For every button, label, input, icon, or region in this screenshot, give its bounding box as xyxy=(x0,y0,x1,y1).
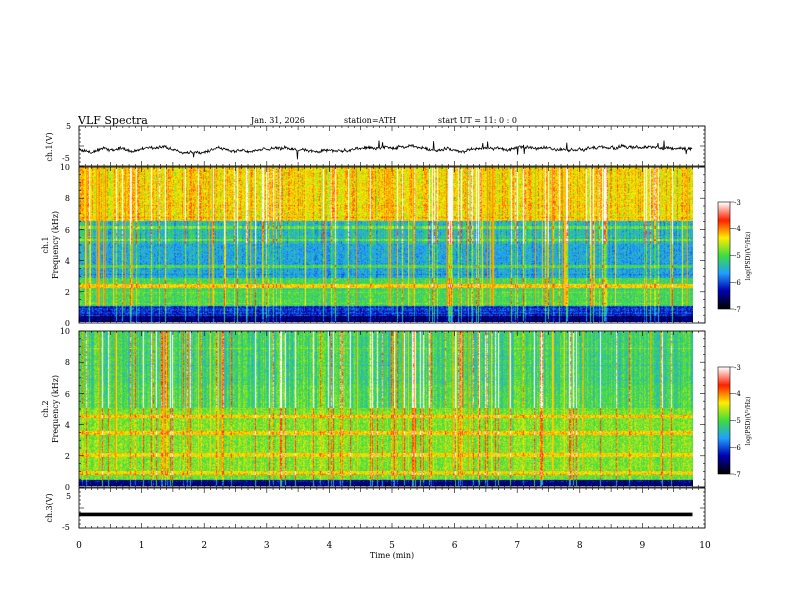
cbar1-label: log(PSD)(V²/Hz) xyxy=(745,232,752,281)
x-tick-label: 5 xyxy=(389,541,395,551)
figure-date: Jan. 31, 2026 xyxy=(250,116,305,125)
cbar2-tick-label: -7 xyxy=(734,471,741,479)
ch1-colorbar-image xyxy=(718,202,730,309)
figure-station: station=ATH xyxy=(344,116,396,125)
x-tick-label: 6 xyxy=(452,541,458,551)
spec2-ytick-label: 0 xyxy=(65,483,70,492)
cbar2-tick-label: -4 xyxy=(734,390,741,398)
x-tick-label: 2 xyxy=(201,541,207,551)
x-tick-label: 10 xyxy=(699,541,711,551)
x-tick-labels: 0 1 2 3 4 5 6 7 8 9 10 xyxy=(76,541,711,551)
spec2-ytick-label: 4 xyxy=(65,421,70,430)
x-axis-label: Time (min) xyxy=(370,551,414,560)
ch3-waveform-frame xyxy=(78,487,706,529)
spec1-ylabel: Frequency (kHz) xyxy=(51,211,60,279)
ch3-ytick-label: 5 xyxy=(66,492,71,501)
spec1-ytick-label: 6 xyxy=(65,226,70,235)
cbar2-label: log(PSD)(V²/Hz) xyxy=(745,397,752,446)
ch3-ytick-label: -5 xyxy=(62,523,70,532)
x-tick-label: 9 xyxy=(640,541,646,551)
x-tick-label: 3 xyxy=(264,541,270,551)
figure-title: VLF Spectra xyxy=(77,114,148,127)
x-tick-label: 7 xyxy=(514,541,520,551)
spec1-ytick-label: 4 xyxy=(65,257,70,266)
spec2-ytick-label: 6 xyxy=(65,390,70,399)
cbar1-tick-label: -6 xyxy=(734,279,741,287)
x-tick-label: 4 xyxy=(327,541,333,551)
spec2-ylabel: Frequency (kHz) xyxy=(51,375,60,443)
cbar2-tick-label: -6 xyxy=(734,444,741,452)
cbar1-tick-label: -7 xyxy=(734,306,741,314)
ch1-waveform-ylabel: ch.1(V) xyxy=(45,132,54,161)
ch1-waveform-trace xyxy=(78,140,693,160)
spec2-ytick-label: 8 xyxy=(65,358,70,367)
spec1-ytick-label: 10 xyxy=(60,163,70,172)
x-tick-label: 0 xyxy=(76,541,82,551)
spec1-ytick-label: 8 xyxy=(65,194,70,203)
ch1-waveform-frame xyxy=(78,125,706,167)
spec1-ytick-label: 2 xyxy=(65,288,70,297)
axis-ticks xyxy=(78,125,734,529)
ch2-spectrogram-image xyxy=(79,331,693,486)
x-tick-label: 1 xyxy=(139,541,145,551)
ch3-waveform-ylabel: ch.3(V) xyxy=(45,493,54,522)
spec2-ytick-label: 2 xyxy=(65,452,70,461)
spec1-channel-label: ch.1 xyxy=(41,236,50,253)
cbar2-tick-label: -3 xyxy=(734,364,741,372)
ch1-ytick-label: -5 xyxy=(62,154,70,163)
figure-start-time: start UT = 11: 0 : 0 xyxy=(438,116,517,125)
cbar1-tick-label: -4 xyxy=(734,225,741,233)
spec2-ytick-label: 10 xyxy=(60,327,70,336)
ch1-spectrogram-image xyxy=(79,167,693,322)
ch2-colorbar-image xyxy=(718,367,730,474)
spec2-channel-label: ch.2 xyxy=(41,400,50,417)
ch1-ytick-label: 5 xyxy=(66,122,71,131)
spec1-ytick-label: 0 xyxy=(65,319,70,328)
cbar2-tick-label: -5 xyxy=(734,417,741,425)
cbar1-tick-label: -3 xyxy=(734,199,741,207)
x-tick-label: 8 xyxy=(577,541,583,551)
cbar1-tick-label: -5 xyxy=(734,252,741,260)
